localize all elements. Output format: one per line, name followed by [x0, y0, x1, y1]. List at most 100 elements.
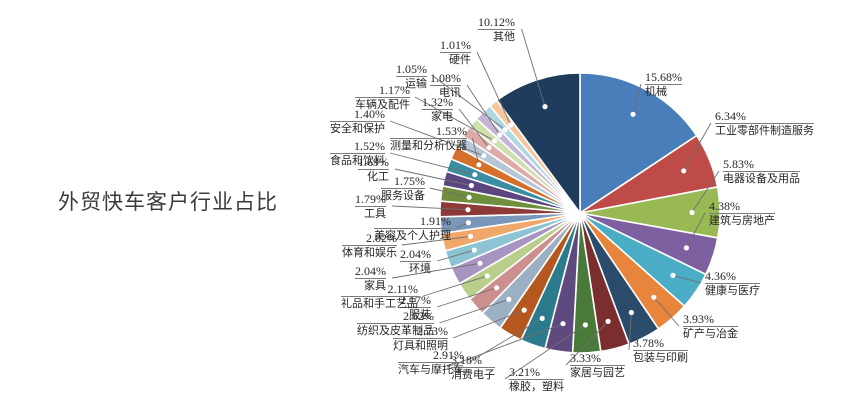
pie-label-name: 电器设备及用品	[723, 171, 800, 185]
pie-data-label: 4.36% 健康与医疗	[705, 270, 760, 297]
leader-line	[672, 274, 702, 284]
pie-data-label: 1.53% 测量和分析仪器	[390, 125, 467, 152]
leader-line	[423, 275, 488, 297]
leader-dot	[465, 207, 471, 213]
pie-label-percent: 2.04%	[355, 264, 386, 279]
leader-line	[476, 51, 512, 126]
leader-dot	[508, 122, 514, 128]
pie-label-name: 礼品和手工艺品	[341, 296, 418, 310]
pie-data-label: 1.79% 工具	[355, 193, 386, 220]
leader-line	[436, 249, 475, 262]
pie-label-percent: 3.18%	[451, 354, 495, 368]
pie-data-label: 2.91% 汽车与摩托车	[398, 349, 464, 376]
leader-line	[691, 170, 720, 213]
pie-data-label: 5.83% 电器设备及用品	[723, 158, 800, 185]
leader-dot	[502, 127, 508, 133]
pie-data-label: 6.34% 工业零部件制造服务	[715, 110, 814, 137]
leader-line	[471, 137, 480, 165]
pie-data-label: 2.02% 体育和娱乐	[342, 232, 397, 259]
leader-dot	[681, 168, 687, 174]
pie-slice-group	[439, 72, 721, 354]
pie-data-label: 3.78% 包装与印刷	[633, 337, 688, 364]
pie-label-percent: 1.75%	[381, 175, 425, 189]
pie-slice[interactable]	[579, 72, 698, 215]
leader-line	[414, 96, 495, 142]
leader-line	[466, 84, 501, 136]
leader-dot	[484, 273, 490, 279]
leader-dot	[497, 132, 503, 138]
pie-label-percent: 3.93%	[683, 313, 738, 327]
pie-label-percent: 1.01%	[440, 38, 471, 53]
pie-label-name: 消费电子	[451, 367, 495, 381]
pie-data-label: 2.62% 纺织及皮革制品	[357, 310, 434, 337]
leader-dot	[481, 153, 487, 159]
pie-label-percent: 2.91%	[398, 349, 464, 363]
leader-line	[458, 108, 490, 148]
leader-dot	[468, 182, 474, 189]
leader-line	[439, 298, 509, 324]
pie-label-percent: 1.53%	[390, 125, 467, 139]
leader-dot	[689, 209, 695, 216]
pie-label-percent: 6.34%	[715, 110, 814, 124]
pie-data-label: 3.33% 家居与园艺	[570, 352, 625, 379]
leader-dot	[683, 245, 690, 251]
pie-label-name: 工业零部件制造服务	[715, 123, 814, 137]
pie-label-name: 测量和分析仪器	[390, 138, 467, 152]
leader-dot	[472, 172, 478, 178]
pie-data-label: 15.68% 机械	[645, 71, 682, 98]
leader-line	[394, 168, 472, 186]
leader-line	[504, 324, 586, 380]
pie-label-name: 硬件	[449, 52, 471, 66]
pie-label-name: 橡胶，塑料	[509, 379, 564, 393]
pie-label-percent: 1.05%	[396, 62, 427, 77]
leader-line	[468, 318, 543, 363]
leader-dot	[506, 296, 512, 302]
pie-label-name: 纺织及皮革制品	[357, 323, 434, 337]
leader-dot	[605, 318, 611, 324]
leader-dot	[582, 322, 589, 328]
pie-label-name: 车辆及配件	[355, 97, 410, 111]
pie-data-label: 10.12% 其他	[478, 16, 515, 43]
pie-data-label: 2.11% 礼品和手工艺品	[341, 283, 418, 310]
leader-dot	[670, 272, 676, 278]
pie-label-name: 体育和娱乐	[342, 245, 397, 259]
pie-label-name: 电讯	[439, 85, 461, 99]
leader-dot	[494, 285, 500, 291]
leader-dot	[630, 111, 636, 117]
pie-label-percent: 5.83%	[723, 158, 800, 172]
pie-label-percent: 1.69%	[358, 155, 389, 170]
pie-label-percent: 4.38%	[709, 200, 775, 214]
leader-line	[391, 205, 469, 211]
pie-label-name: 工具	[364, 206, 386, 220]
pie-label-name: 灯具和照明	[393, 338, 448, 352]
pie-label-name: 运输	[405, 76, 427, 90]
pie-data-label: 3.18% 消费电子	[451, 354, 495, 381]
pie-label-name: 包装与印刷	[633, 350, 688, 364]
pie-slice[interactable]	[495, 72, 581, 216]
leader-dot	[521, 307, 527, 313]
pie-label-name: 家居与园艺	[570, 365, 625, 379]
pie-data-label: 1.75% 服务设备	[381, 175, 425, 202]
leader-dot	[477, 260, 483, 266]
leader-dot	[471, 247, 477, 253]
leader-dot	[628, 309, 635, 316]
leader-dot	[486, 145, 492, 151]
pie-label-name: 家电	[431, 109, 453, 123]
pie-label-percent: 3.21%	[509, 366, 564, 380]
leader-line	[521, 28, 546, 107]
pie-label-percent: 1.52%	[330, 140, 385, 154]
pie-data-label: 1.69% 化工	[358, 156, 389, 183]
pie-label-percent: 1.79%	[355, 192, 386, 207]
leader-line	[686, 212, 706, 249]
leader-line	[432, 75, 506, 131]
pie-data-label: 1.05% 运输	[396, 63, 427, 90]
pie-label-percent: 1.32%	[422, 95, 453, 110]
pie-label-name: 建筑与房地产	[709, 213, 775, 227]
pie-data-label: 2.04% 环境	[400, 248, 431, 275]
leader-dot	[539, 315, 545, 321]
pie-label-percent: 10.12%	[478, 15, 515, 30]
leader-dot	[476, 162, 482, 168]
leader-line	[653, 297, 680, 327]
pie-label-percent: 1.40%	[330, 108, 385, 122]
leader-line	[452, 309, 525, 339]
